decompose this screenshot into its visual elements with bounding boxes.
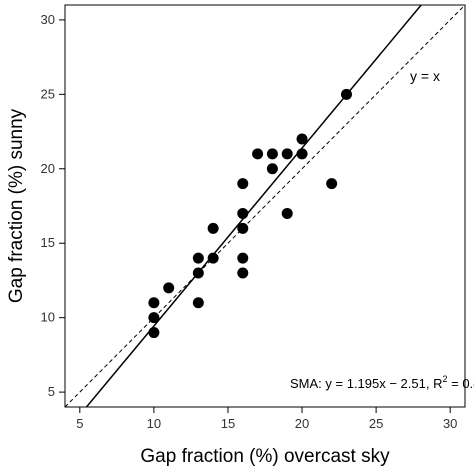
data-point bbox=[163, 282, 175, 294]
data-point bbox=[266, 163, 278, 175]
x-tick-label: 30 bbox=[443, 416, 457, 431]
data-point bbox=[148, 312, 160, 324]
data-point bbox=[266, 148, 278, 160]
data-point bbox=[296, 148, 308, 160]
identity-line bbox=[65, 5, 465, 407]
data-point bbox=[237, 207, 249, 219]
x-tick-label: 25 bbox=[369, 416, 383, 431]
identity-line-label: y = x bbox=[410, 68, 440, 84]
x-axis: 5 10 15 20 25 30 bbox=[76, 407, 457, 431]
data-point bbox=[192, 252, 204, 264]
y-tick-label: 25 bbox=[41, 86, 55, 101]
x-tick-label: 5 bbox=[76, 416, 83, 431]
data-point bbox=[148, 327, 160, 339]
y-tick-label: 10 bbox=[41, 310, 55, 325]
x-axis-title: Gap fraction (%) overcast sky bbox=[140, 446, 390, 467]
data-point bbox=[237, 252, 249, 264]
x-tick-label: 10 bbox=[147, 416, 161, 431]
x-tick-label: 20 bbox=[295, 416, 309, 431]
data-point bbox=[340, 88, 352, 100]
data-point bbox=[207, 222, 219, 234]
data-point bbox=[192, 267, 204, 279]
data-point bbox=[237, 222, 249, 234]
y-axis: 5 10 15 20 25 30 bbox=[41, 12, 65, 399]
plot-frame bbox=[64, 4, 466, 408]
data-point bbox=[237, 267, 249, 279]
data-point bbox=[237, 178, 249, 190]
y-tick-label: 30 bbox=[41, 12, 55, 27]
sma-equation-label: SMA: y = 1.195x − 2.51, R2 = 0.82 bbox=[290, 374, 474, 391]
y-axis-title: Gap fraction (%) sunny bbox=[6, 108, 27, 303]
data-point bbox=[207, 252, 219, 264]
sma-regression-line bbox=[85, 5, 423, 407]
data-point bbox=[192, 297, 204, 309]
sma-equation-text: SMA: y = 1.195x − 2.51, R bbox=[290, 376, 442, 391]
data-point bbox=[296, 133, 308, 145]
y-tick-label: 15 bbox=[41, 235, 55, 250]
data-point bbox=[326, 178, 338, 190]
y-tick-label: 5 bbox=[48, 384, 55, 399]
data-point bbox=[148, 297, 160, 309]
data-point bbox=[252, 148, 264, 160]
r-squared-value: = 0.82 bbox=[448, 376, 474, 391]
y-tick-label: 20 bbox=[41, 161, 55, 176]
r-squared-superscript: 2 bbox=[442, 374, 447, 384]
data-point bbox=[281, 148, 293, 160]
data-points bbox=[148, 88, 352, 339]
x-tick-label: 15 bbox=[221, 416, 235, 431]
data-point bbox=[281, 207, 293, 219]
